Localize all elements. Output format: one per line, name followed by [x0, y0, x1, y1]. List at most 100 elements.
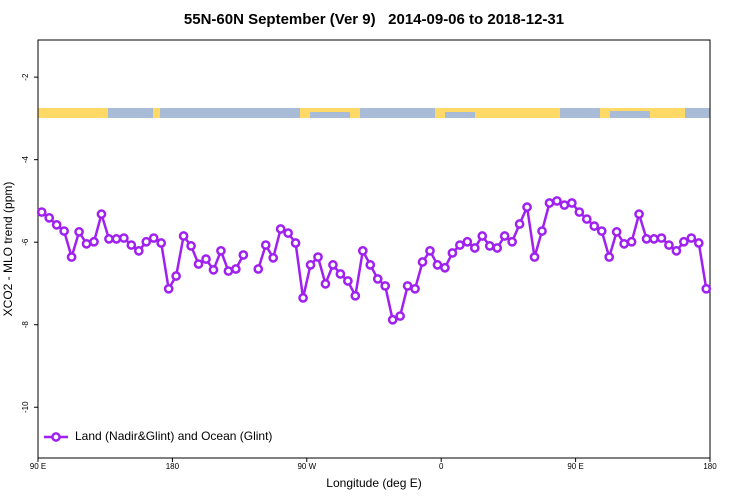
data-point — [260, 240, 271, 250]
data-point — [335, 269, 346, 279]
data-point — [537, 226, 547, 236]
data-point — [357, 246, 368, 256]
data-point — [514, 219, 525, 229]
data-point — [193, 259, 204, 269]
x-tick-label: 180 — [166, 462, 180, 471]
data-point — [447, 248, 458, 258]
data-point — [604, 252, 615, 262]
data-point — [559, 200, 570, 210]
data-point — [44, 212, 55, 223]
data-point — [328, 260, 338, 270]
data-point — [208, 264, 219, 275]
data-point — [163, 283, 174, 294]
data-point — [320, 279, 331, 289]
map-strip — [38, 108, 710, 118]
data-point — [305, 260, 316, 270]
data-point — [141, 236, 152, 247]
data-point — [417, 257, 428, 267]
x-tick-label: 90 E — [30, 462, 46, 471]
data-point — [66, 252, 77, 262]
data-point — [574, 207, 585, 217]
data-point — [126, 240, 137, 250]
chart-title: 55N-60N September (Ver 9) 2014-09-06 to … — [184, 11, 564, 28]
data-point — [619, 238, 629, 249]
data-point — [425, 246, 435, 256]
data-point — [268, 253, 279, 263]
x-tick-label: 90 E — [567, 462, 583, 471]
data-point — [671, 246, 682, 256]
data-point — [275, 224, 286, 234]
data-point — [596, 226, 607, 236]
data-point — [656, 233, 667, 243]
data-point — [649, 234, 659, 244]
data-point — [178, 231, 189, 241]
data-point — [119, 233, 129, 243]
x-axis-label: Longitude (deg E) — [326, 476, 421, 490]
data-point — [701, 283, 712, 294]
data-point — [111, 234, 122, 244]
legend-marker — [51, 432, 61, 442]
data-point — [410, 283, 420, 294]
data-point — [59, 226, 69, 236]
plot-frame — [37, 39, 711, 459]
data-point — [626, 236, 637, 247]
data-point — [313, 252, 323, 262]
x-tick-label: 180 — [703, 462, 717, 471]
data-point — [402, 281, 413, 291]
data-point — [89, 236, 99, 247]
data-point — [492, 243, 503, 253]
data-point — [634, 209, 644, 219]
data-point — [395, 311, 405, 321]
data-point — [693, 238, 704, 248]
data-point — [462, 236, 473, 247]
data-point — [343, 276, 353, 286]
y-axis-label: XCO2 - MLO trend (ppm) — [1, 182, 15, 317]
data-point — [156, 238, 167, 248]
data-point — [387, 314, 398, 325]
data-point — [380, 281, 391, 291]
data-point — [283, 228, 293, 238]
data-point — [440, 262, 450, 273]
data-point — [611, 227, 622, 237]
data-point — [477, 231, 488, 241]
data-point — [432, 260, 443, 270]
data-point — [81, 238, 92, 249]
x-tick-label: 90 W — [297, 462, 316, 471]
y-tick-label: -6 — [21, 238, 30, 246]
data-point — [148, 233, 159, 243]
data-point — [51, 220, 62, 230]
data-point — [664, 240, 674, 250]
data-point — [216, 246, 226, 256]
y-tick-label: -10 — [21, 401, 30, 413]
data-point — [104, 234, 114, 244]
data-point — [231, 264, 241, 274]
data-point — [455, 240, 465, 250]
data-point — [372, 274, 383, 284]
data-point — [589, 221, 600, 231]
data-point — [171, 271, 181, 281]
data-point — [350, 290, 361, 301]
data-point — [567, 198, 577, 208]
data-point — [507, 236, 517, 247]
legend-label: Land (Nadir&Glint) and Ocean (Glint) — [75, 429, 272, 443]
data-point — [469, 243, 480, 253]
data-point — [499, 231, 510, 241]
data-point — [223, 266, 234, 276]
data-point — [365, 260, 376, 270]
data-point — [290, 238, 301, 248]
y-tick-label: -8 — [21, 321, 30, 329]
x-tick-label: 0 — [439, 462, 444, 471]
data-point — [96, 209, 107, 219]
y-tick-label: -2 — [21, 73, 30, 81]
data-point — [298, 293, 308, 303]
data-point — [522, 202, 532, 212]
y-tick-label: -4 — [21, 156, 30, 164]
data-point — [529, 252, 540, 262]
data-point — [679, 236, 689, 247]
data-point — [253, 264, 264, 274]
data-point — [552, 196, 562, 206]
data-point — [484, 241, 495, 251]
data-point — [238, 250, 249, 260]
